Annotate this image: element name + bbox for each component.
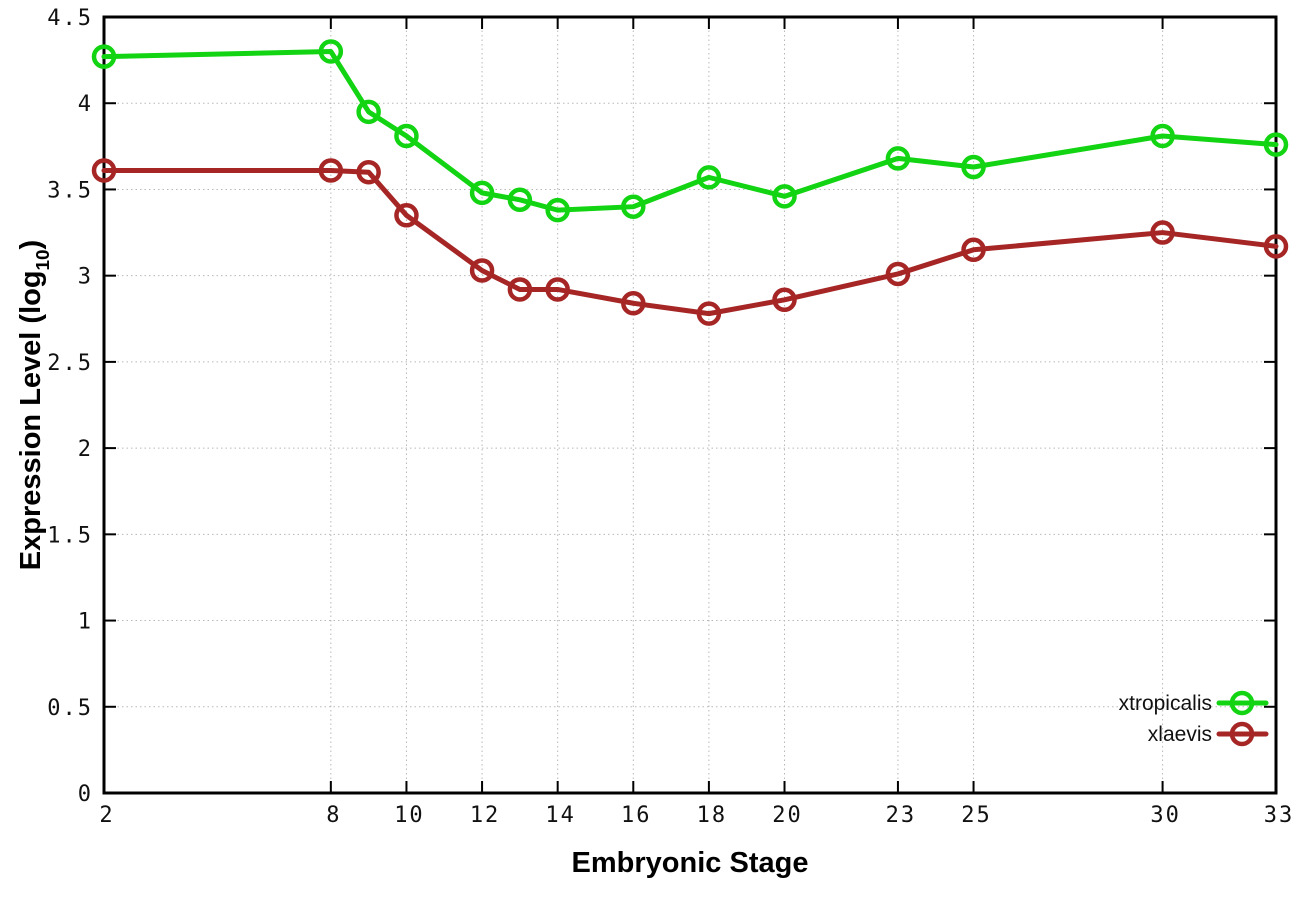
data-point-xtropicalis xyxy=(507,187,533,213)
x-tick-label: 10 xyxy=(394,803,425,828)
x-tick-label: 16 xyxy=(621,803,652,828)
x-tick-label: 25 xyxy=(961,803,992,828)
data-point-xtropicalis xyxy=(545,197,570,223)
y-axis-title-suffix: ) xyxy=(15,240,47,250)
data-point-xlaevis xyxy=(356,159,381,185)
y-tick-label: 1 xyxy=(78,610,93,635)
data-point-xtropicalis xyxy=(356,99,381,125)
x-tick-label: 30 xyxy=(1150,803,1181,828)
data-point-xtropicalis xyxy=(1263,132,1289,157)
data-point-xlaevis xyxy=(507,277,533,302)
y-tick-label: 2 xyxy=(78,437,93,462)
data-point-xlaevis xyxy=(961,237,986,263)
data-point-xtropicalis xyxy=(772,184,797,209)
x-tick-label: 14 xyxy=(545,803,576,828)
x-axis-title: Embryonic Stage xyxy=(572,847,809,879)
data-point-xlaevis xyxy=(469,258,495,283)
series-line-xlaevis xyxy=(101,167,1279,317)
y-tick-label: 3.5 xyxy=(47,178,93,203)
y-axis-title: Expression Level (log10) xyxy=(15,240,53,570)
x-tick-label: 2 xyxy=(99,803,114,828)
data-point-xlaevis xyxy=(545,277,570,302)
legend-marker-xlaevis xyxy=(1229,721,1255,747)
data-point-xtropicalis xyxy=(1150,123,1175,149)
x-tick-label: 33 xyxy=(1264,803,1295,828)
x-tick-label: 12 xyxy=(470,803,501,828)
data-point-xlaevis xyxy=(772,287,797,313)
data-point-xlaevis xyxy=(621,291,646,316)
grid-layer xyxy=(104,17,1276,793)
x-tick-label: 20 xyxy=(772,803,803,828)
data-point-xtropicalis xyxy=(394,123,419,149)
y-tick-label: 2.5 xyxy=(47,351,93,376)
data-point-xlaevis xyxy=(91,158,117,183)
y-tick-label: 4 xyxy=(78,92,93,117)
data-point-xlaevis xyxy=(394,203,419,228)
axis-layer: 2 8 10 12 14 16 18 20 23 25 30 33 0 0.5 1 1.5 2 2.5 3 3.5 4 4… xyxy=(47,6,1295,828)
legend-marker-xtropicalis xyxy=(1229,690,1255,716)
data-point-xtropicalis xyxy=(621,194,646,219)
y-tick-label: 0.5 xyxy=(47,696,93,721)
data-point-xlaevis xyxy=(318,158,344,183)
data-point-xlaevis xyxy=(885,261,911,287)
data-point-xtropicalis xyxy=(91,44,117,69)
data-point-xtropicalis xyxy=(885,146,911,171)
data-point-xlaevis xyxy=(696,301,722,326)
legend-label-xlaevis: xlaevis xyxy=(1148,723,1212,746)
series-layer xyxy=(91,39,1289,326)
data-point-xtropicalis xyxy=(961,154,986,180)
data-point-xtropicalis xyxy=(469,180,495,206)
plot-border xyxy=(102,15,1278,795)
y-tick-label: 1.5 xyxy=(47,523,93,548)
y-axis-title-prefix: Expression Level (log xyxy=(15,270,47,570)
legend-label-xtropicalis: xtropicalis xyxy=(1119,692,1212,715)
y-tick-label: 4.5 xyxy=(47,6,93,31)
data-point-xlaevis xyxy=(1150,220,1175,245)
y-tick-label: 0 xyxy=(78,782,93,807)
legend-layer: xtropicalis xlaevis xyxy=(1119,690,1269,747)
x-tick-label: 8 xyxy=(326,803,341,828)
y-tick-label: 3 xyxy=(78,265,93,290)
data-point-xlaevis xyxy=(1263,234,1289,259)
x-tick-label: 18 xyxy=(697,803,728,828)
y-axis-title-subscript: 10 xyxy=(32,249,53,270)
x-tick-label: 23 xyxy=(886,803,917,828)
data-point-xtropicalis xyxy=(318,39,344,64)
series-line-xtropicalis xyxy=(101,48,1279,213)
data-point-xtropicalis xyxy=(696,165,722,190)
